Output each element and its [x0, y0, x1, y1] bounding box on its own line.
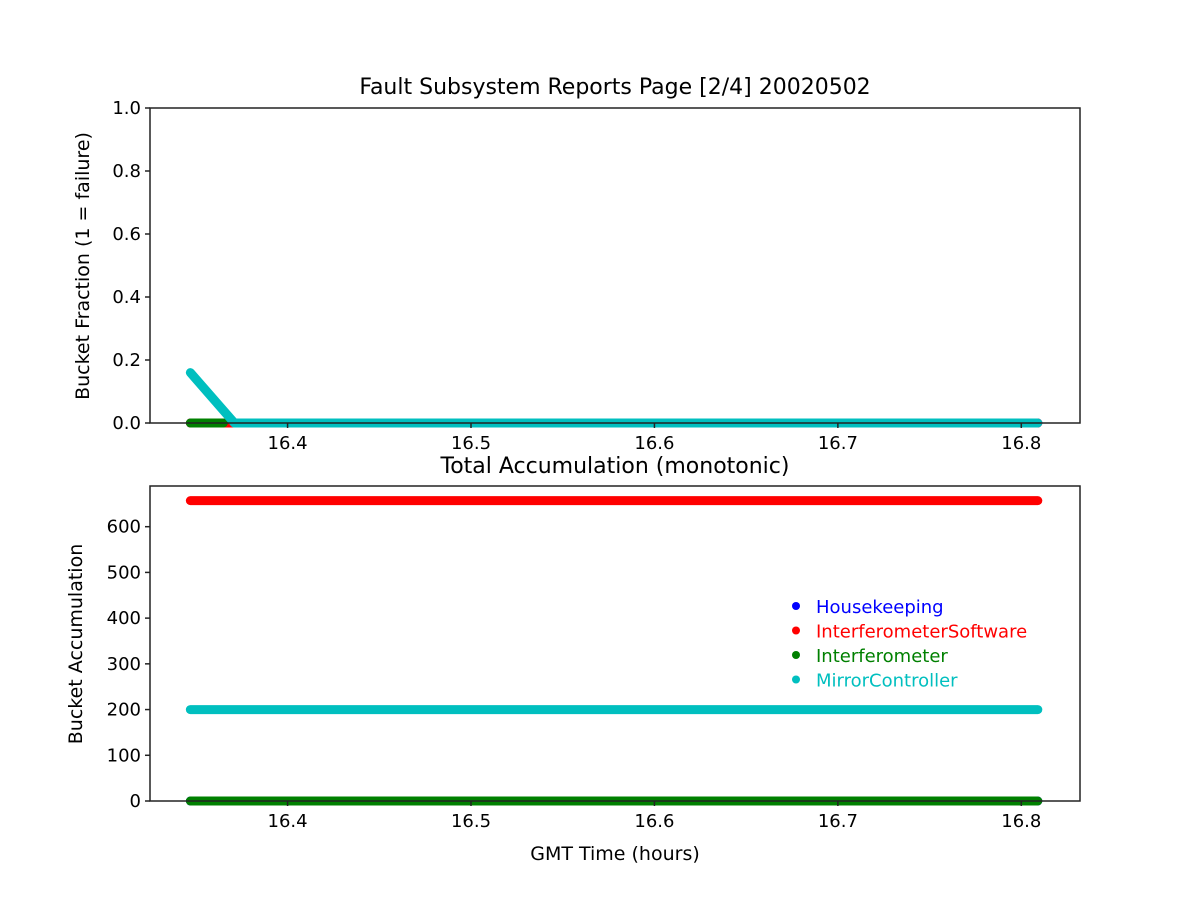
- y-tick-label: 0.8: [112, 161, 141, 182]
- y-tick-label: 300: [107, 654, 141, 675]
- x-tick-label: 16.4: [268, 811, 308, 832]
- legend-marker: [792, 626, 800, 635]
- x-tick-label: 16.7: [818, 811, 858, 832]
- axes-frame: [149, 107, 1081, 424]
- x-tick-label: 16.6: [634, 433, 674, 454]
- ylabel-bottom: Bucket Accumulation: [65, 544, 87, 745]
- y-tick-label: 0.2: [112, 350, 141, 371]
- legend-label: Housekeeping: [816, 597, 944, 618]
- y-tick-label: 200: [107, 700, 141, 721]
- xlabel-bottom: GMT Time (hours): [530, 843, 700, 865]
- legend-label: InterferometerSoftware: [816, 622, 1027, 643]
- x-tick-label: 16.5: [451, 433, 491, 454]
- x-tick-label: 16.4: [268, 433, 308, 454]
- x-tick-label: 16.8: [1001, 433, 1041, 454]
- legend-label: Interferometer: [816, 646, 948, 667]
- y-tick-label: 0.6: [112, 224, 141, 245]
- y-tick-label: 0.4: [112, 287, 141, 308]
- plot-top: 16.4 16.5 16.6 16.7 16.8 0.0 0.2 0.4 0.6 0.8 1.0: [112, 98, 1081, 454]
- legend-marker: [792, 602, 800, 610]
- y-tick-label: 600: [107, 517, 141, 538]
- chart-title-bottom: Total Accumulation (monotonic): [440, 454, 790, 479]
- y-tick-label: 400: [107, 608, 141, 629]
- y-tick-label: 100: [107, 745, 141, 766]
- y-tick-label: 0: [130, 791, 141, 812]
- x-tick-label: 16.6: [634, 811, 674, 832]
- plot-bottom: 16.4 16.5 16.6 16.7 16.8 0 100 200 300 400 500 600 H…: [107, 485, 1081, 832]
- legend-marker: [792, 675, 800, 684]
- legend-marker: [792, 651, 800, 659]
- ylabel-top: Bucket Fraction (1 = failure): [72, 132, 94, 400]
- x-tick-label: 16.5: [451, 811, 491, 832]
- x-tick-label: 16.7: [818, 433, 858, 454]
- series-line-3: [185, 368, 1043, 428]
- y-tick-label: 1.0: [112, 98, 141, 119]
- legend-label: MirrorController: [816, 671, 958, 692]
- x-tick-label: 16.8: [1001, 811, 1041, 832]
- y-tick-label: 0.0: [112, 413, 141, 434]
- chart-title-top: Fault Subsystem Reports Page [2/4] 20020…: [359, 75, 870, 100]
- axes-frame: [149, 485, 1081, 802]
- y-tick-label: 500: [107, 562, 141, 583]
